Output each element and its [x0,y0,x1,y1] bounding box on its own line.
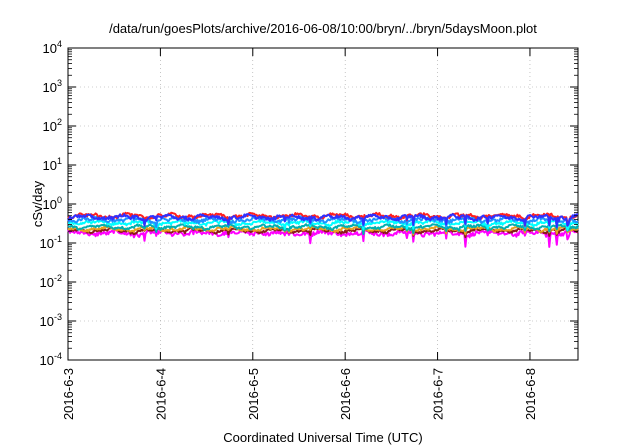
y-tick-label: 101 [43,156,62,173]
y-tick-label: 10-2 [40,273,62,290]
series-layer [67,211,579,248]
x-tick-label: 2016-6-7 [431,368,446,420]
x-tick-label: 2016-6-3 [61,368,76,420]
grid [68,48,578,360]
x-tick-label: 2016-6-4 [153,368,168,420]
series-line-3 [68,225,579,236]
series-line-8 [67,213,579,229]
y-tick-label: 102 [43,117,62,134]
y-tick-label: 104 [43,39,62,56]
series-line-6 [67,215,579,229]
y-tick-label: 100 [43,195,62,212]
y-tick-label: 103 [43,78,62,95]
x-tick-label: 2016-6-5 [246,368,261,420]
x-tick-label: 2016-6-6 [338,368,353,420]
x-axis-ticks: 2016-6-3 2016-6-4 2016-6-5 2016-6-6 2016-6-7… [61,48,538,420]
y-axis-ticks: 10-4 10-3 10-2 10-1 100 101 102 103 104 [40,39,578,368]
y-tick-label: 10-1 [40,234,62,251]
y-tick-label: 10-4 [40,351,62,368]
x-axis-label: Coordinated Universal Time (UTC) [223,430,422,445]
y-tick-label: 10-3 [40,312,62,329]
chart-title: /data/run/goesPlots/archive/2016-06-08/1… [109,21,537,36]
x-tick-label: 2016-6-8 [523,368,538,420]
series-line-4 [67,223,579,236]
y-axis-label: cSv/day [30,180,45,227]
